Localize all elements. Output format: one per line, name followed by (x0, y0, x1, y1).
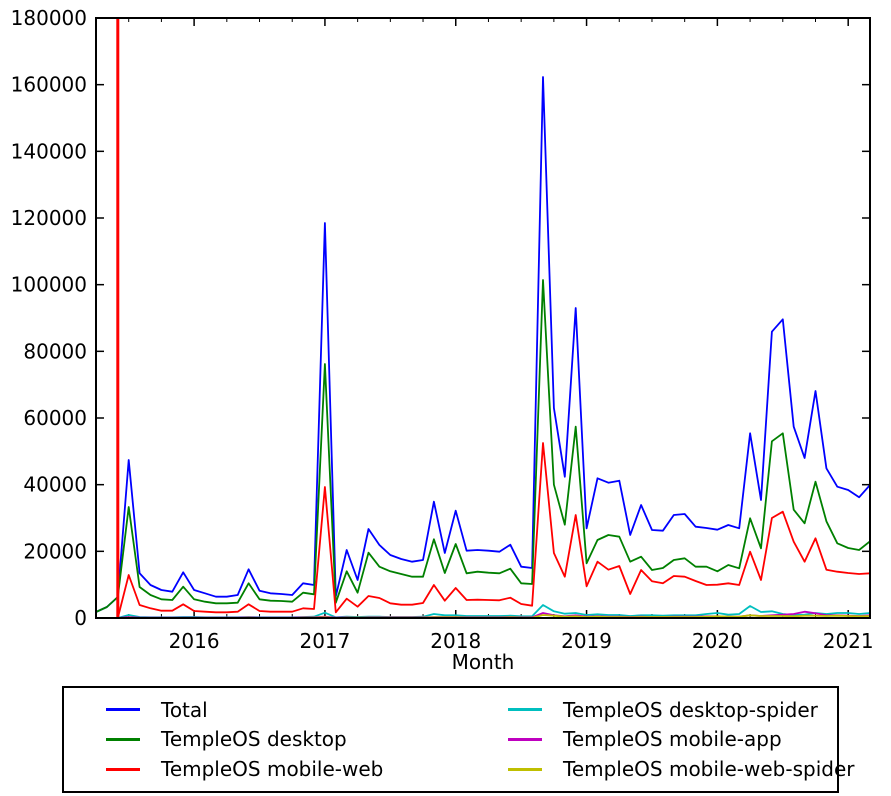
x-tick-label: 2019 (561, 629, 612, 653)
x-tick-label: 2021 (823, 629, 874, 653)
y-tick-label: 60000 (23, 406, 87, 430)
legend-line-swatch (508, 708, 542, 712)
legend-item-templeos-desktop-spider: TempleOS desktop-spider (508, 695, 854, 725)
y-tick-label: 40000 (23, 473, 87, 497)
legend-box: Total TempleOS desktop TempleOS mobile-web… (62, 686, 854, 793)
legend-line-swatch (106, 708, 140, 712)
legend-item-templeos-desktop: TempleOS desktop (106, 725, 508, 755)
legend-item-templeos-mobile-app: TempleOS mobile-app (508, 725, 854, 755)
axes-frame (95, 17, 871, 619)
series-line-templeos-mobile-web (96, 442, 871, 619)
x-axis-label: Month (451, 650, 515, 674)
series-line-total (95, 76, 871, 613)
x-tick-label: 2020 (692, 629, 743, 653)
y-tick-label: 80000 (23, 339, 87, 363)
y-tick-label: 0 (74, 606, 87, 630)
y-tick-label: 180000 (11, 6, 87, 30)
series-line-templeos-desktop (95, 279, 871, 613)
y-tick-label: 120000 (11, 206, 87, 230)
legend-item-label: TempleOS desktop (161, 727, 347, 752)
legend-item-label: Total (161, 697, 208, 722)
legend-item-templeos-mobile-web-spider: TempleOS mobile-web-spider (508, 754, 854, 784)
x-tick-label: 2017 (299, 629, 350, 653)
legend-item-label: TempleOS mobile-web-spider (563, 757, 855, 782)
y-tick-label: 20000 (23, 539, 87, 563)
legend-item-label: TempleOS mobile-app (563, 727, 782, 752)
legend-line-swatch (508, 737, 542, 741)
legend-item-total: Total (106, 695, 508, 725)
legend-line-swatch (106, 767, 140, 771)
legend-line-swatch (106, 737, 140, 741)
legend-line-swatch (508, 767, 542, 771)
x-tick-label: 2016 (169, 629, 220, 653)
legend-item-label: TempleOS mobile-web (161, 757, 384, 782)
x-tick-label: 2018 (430, 629, 481, 653)
y-tick-label: 100000 (11, 273, 87, 297)
y-tick-label: 160000 (11, 73, 87, 97)
legend-item-label: TempleOS desktop-spider (563, 697, 818, 722)
y-tick-label: 140000 (11, 139, 87, 163)
plot-svg: 0 20000 40000 60000 80000 100000 120000 140000 1… (11, 6, 874, 653)
legend-item-templeos-mobile-web: TempleOS mobile-web (106, 754, 508, 784)
